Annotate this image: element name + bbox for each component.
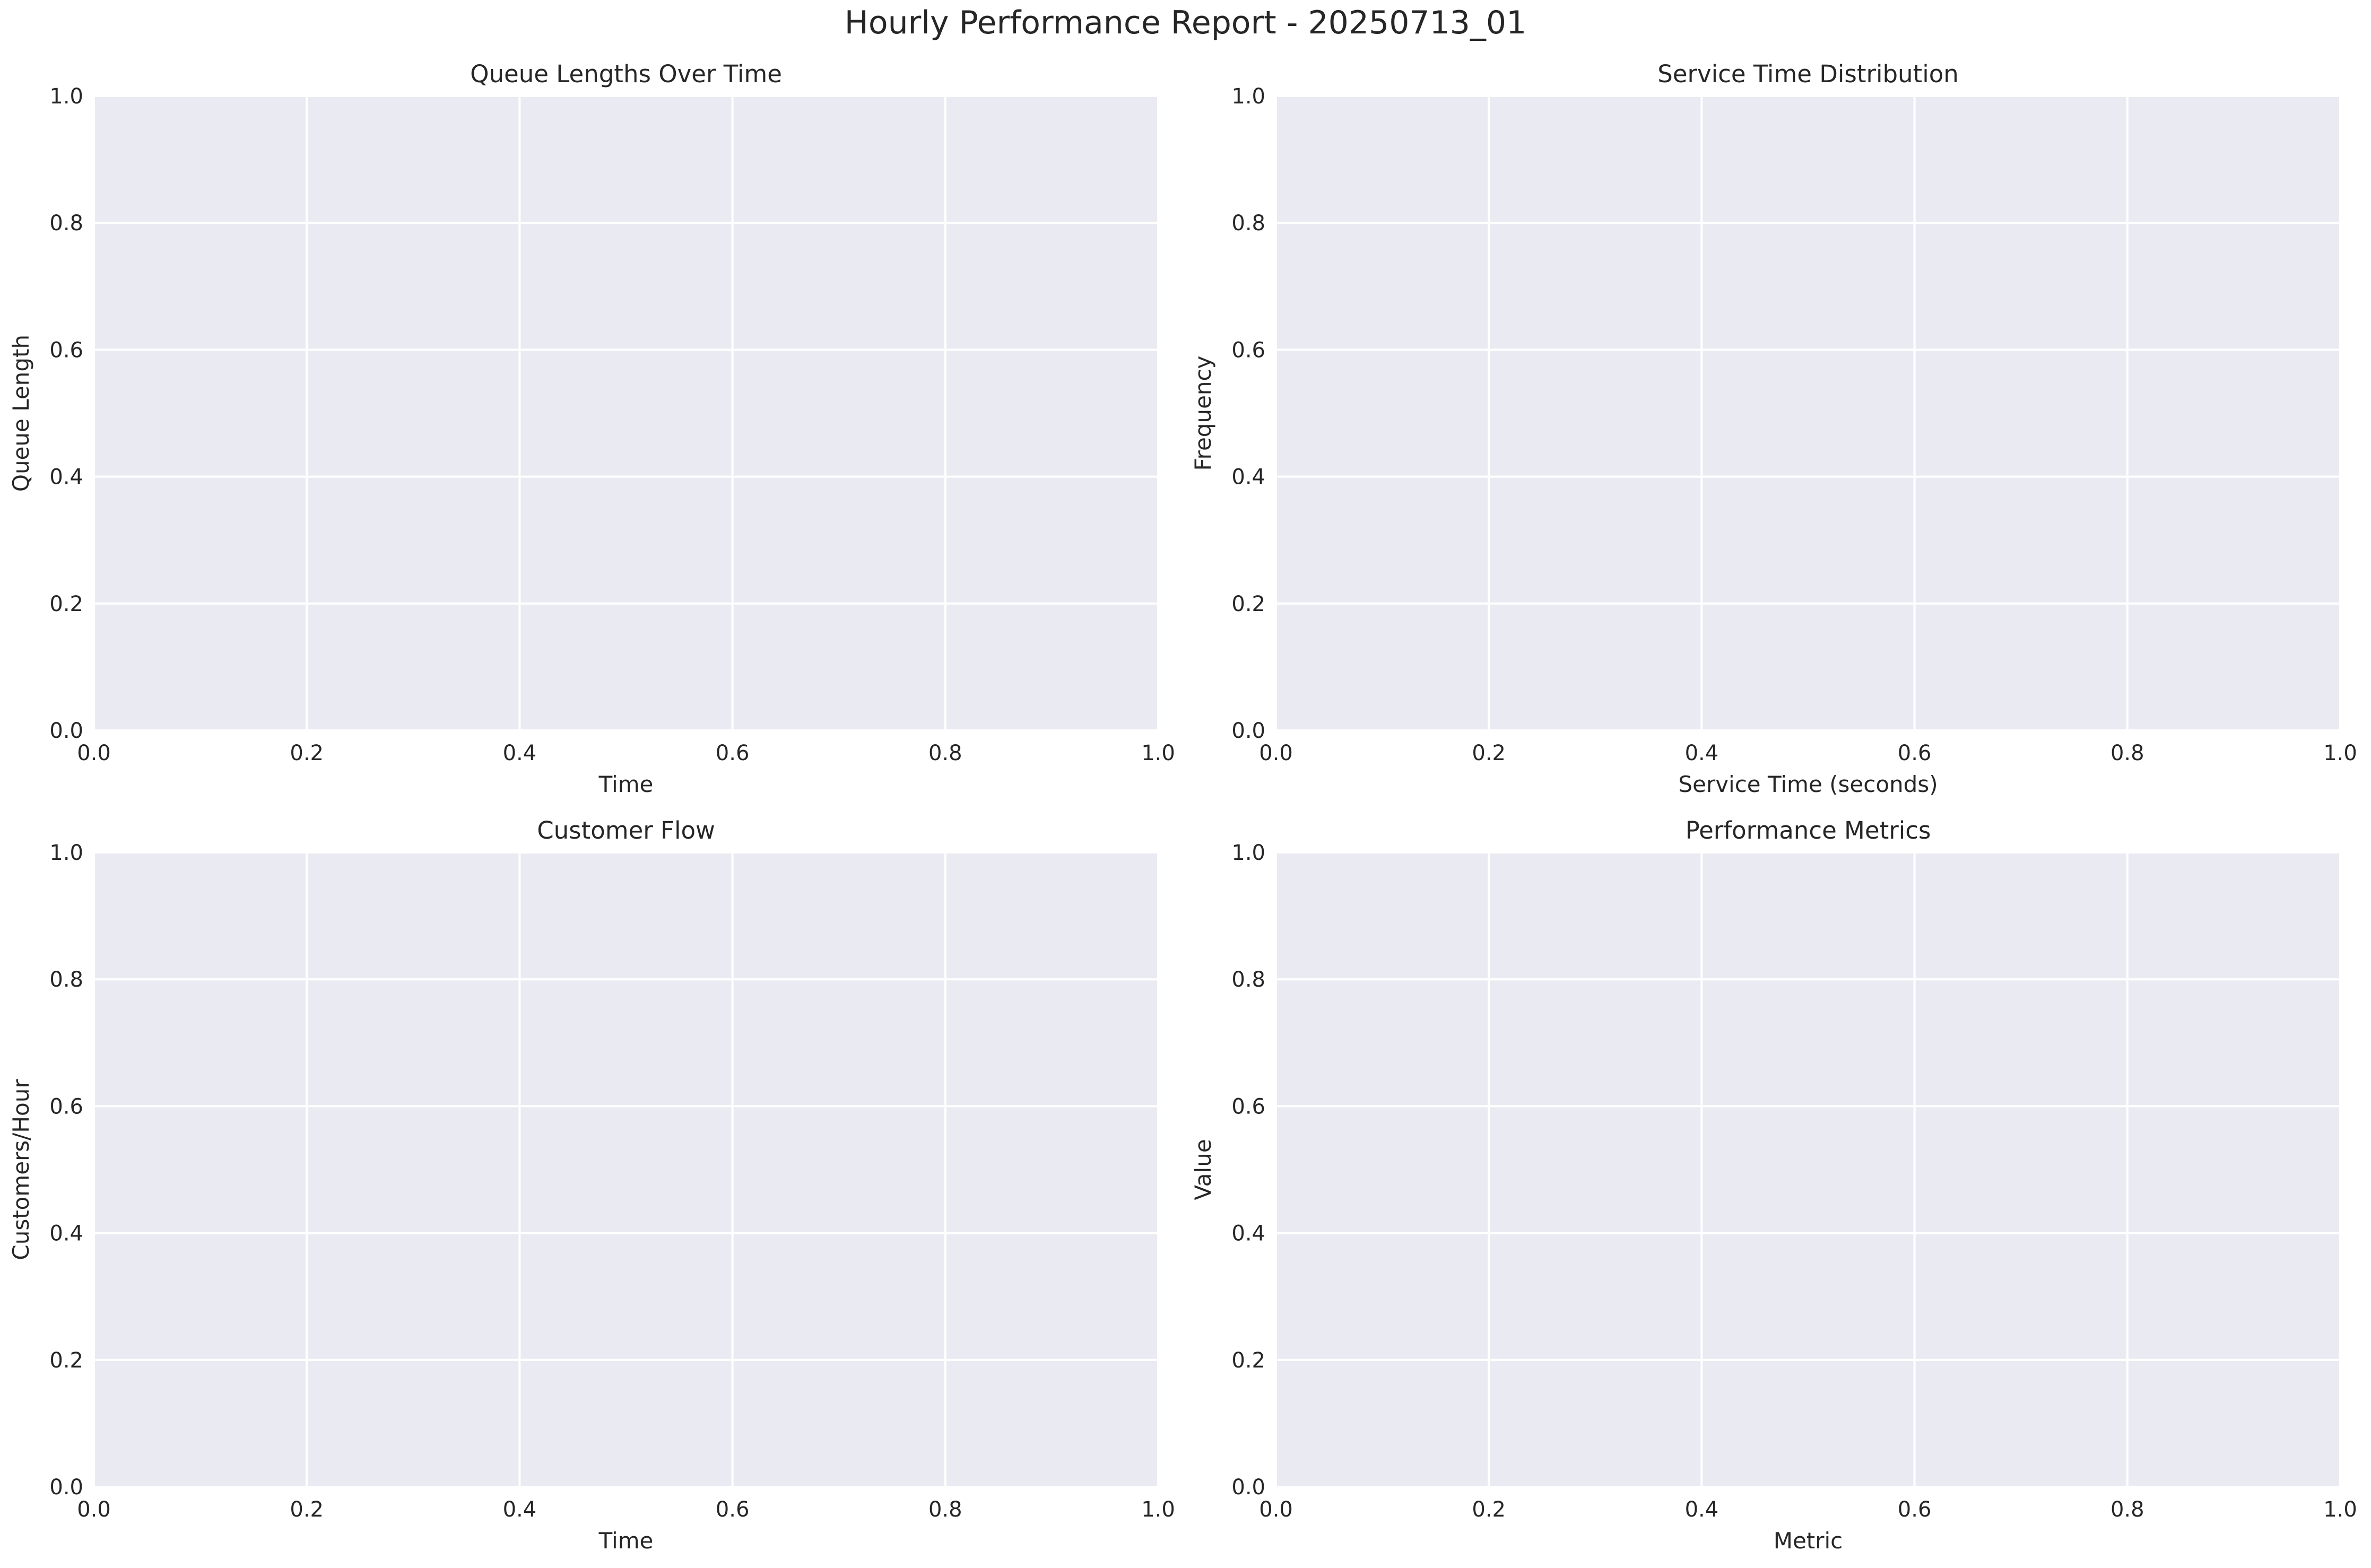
axes-background — [1276, 852, 2340, 1487]
x-tick-label: 1.0 — [1141, 741, 1175, 765]
subplot-1: 0.0 0.2 0.4 0.6 0.8 1.0 0.0 0.2 0.4 0.6 0.8 1.0 Queu… — [8, 60, 1175, 797]
y-axis-label: Queue Length — [8, 335, 34, 492]
y-tick-label: 1.0 — [1231, 841, 1265, 865]
x-axis-label: Service Time (seconds) — [1678, 771, 1938, 797]
y-tick-label: 0.8 — [49, 968, 83, 992]
x-tick-label: 0.6 — [1898, 1497, 1932, 1522]
x-tick-label: 0.8 — [928, 741, 962, 765]
subplot-title: Performance Metrics — [1686, 816, 1931, 844]
y-tick-label: 0.6 — [49, 1094, 83, 1119]
axes-background — [94, 96, 1158, 730]
x-tick-label: 0.2 — [1472, 1497, 1506, 1522]
y-tick-label: 0.8 — [49, 211, 83, 236]
y-tick-label: 0.6 — [1231, 1094, 1265, 1119]
x-tick-label: 0.2 — [1472, 741, 1506, 765]
y-tick-label: 0.8 — [1231, 968, 1265, 992]
y-tick-label: 0.6 — [1231, 338, 1265, 362]
y-tick-label: 0.2 — [1231, 1348, 1265, 1373]
x-axis-label: Time — [598, 1528, 654, 1554]
x-tick-label: 0.6 — [716, 1497, 750, 1522]
y-tick-label: 0.2 — [49, 1348, 83, 1373]
y-tick-label: 0.4 — [1231, 1222, 1265, 1246]
x-tick-label: 0.0 — [77, 1497, 111, 1522]
x-tick-label: 0.8 — [2111, 1497, 2144, 1522]
y-tick-label: 0.0 — [1231, 719, 1265, 743]
x-tick-label: 0.8 — [928, 1497, 962, 1522]
y-tick-label: 0.4 — [49, 465, 83, 490]
x-tick-label: 1.0 — [2323, 1497, 2357, 1522]
y-tick-label: 0.6 — [49, 338, 83, 362]
x-tick-label: 0.8 — [2111, 741, 2144, 765]
y-tick-label: 0.0 — [49, 1475, 83, 1500]
y-tick-label: 0.8 — [1231, 211, 1265, 236]
subplot-title: Queue Lengths Over Time — [470, 60, 782, 88]
y-tick-label: 1.0 — [49, 84, 83, 109]
subplot-title: Service Time Distribution — [1657, 60, 1959, 88]
y-tick-label: 0.2 — [1231, 592, 1265, 616]
x-tick-label: 0.0 — [77, 741, 111, 765]
y-tick-label: 0.4 — [49, 1222, 83, 1246]
y-tick-label: 0.2 — [49, 592, 83, 616]
subplot-3: 0.0 0.2 0.4 0.6 0.8 1.0 0.0 0.2 0.4 0.6 0.8 1.0 Cust… — [8, 816, 1175, 1554]
y-tick-label: 0.0 — [49, 719, 83, 743]
x-tick-label: 1.0 — [2323, 741, 2357, 765]
x-tick-label: 0.4 — [1685, 1497, 1719, 1522]
x-tick-label: 0.6 — [1898, 741, 1932, 765]
y-axis-label: Frequency — [1190, 356, 1216, 471]
subplot-title: Customer Flow — [537, 816, 715, 844]
x-tick-label: 1.0 — [1141, 1497, 1175, 1522]
y-tick-label: 1.0 — [49, 841, 83, 865]
y-tick-label: 0.0 — [1231, 1475, 1265, 1500]
axes-background — [1276, 96, 2340, 730]
x-axis-label: Time — [598, 771, 654, 797]
x-tick-label: 0.6 — [716, 741, 750, 765]
y-axis-label: Value — [1190, 1139, 1216, 1200]
figure-title: Hourly Performance Report - 20250713_01 — [844, 4, 1527, 41]
subplot-4: 0.0 0.2 0.4 0.6 0.8 1.0 0.0 0.2 0.4 0.6 0.8 1.0 Perf… — [1190, 816, 2357, 1554]
x-axis-label: Metric — [1774, 1528, 1843, 1554]
axes-background — [94, 852, 1158, 1487]
x-tick-label: 0.0 — [1259, 741, 1293, 765]
y-axis-label: Customers/Hour — [8, 1079, 34, 1260]
x-tick-label: 0.4 — [503, 1497, 537, 1522]
subplot-2: 0.0 0.2 0.4 0.6 0.8 1.0 0.0 0.2 0.4 0.6 0.8 1.0 Serv… — [1190, 60, 2357, 797]
x-tick-label: 0.2 — [290, 741, 324, 765]
x-tick-label: 0.4 — [503, 741, 537, 765]
x-tick-label: 0.4 — [1685, 741, 1719, 765]
x-tick-label: 0.0 — [1259, 1497, 1293, 1522]
x-tick-label: 0.2 — [290, 1497, 324, 1522]
y-tick-label: 0.4 — [1231, 465, 1265, 490]
y-tick-label: 1.0 — [1231, 84, 1265, 109]
